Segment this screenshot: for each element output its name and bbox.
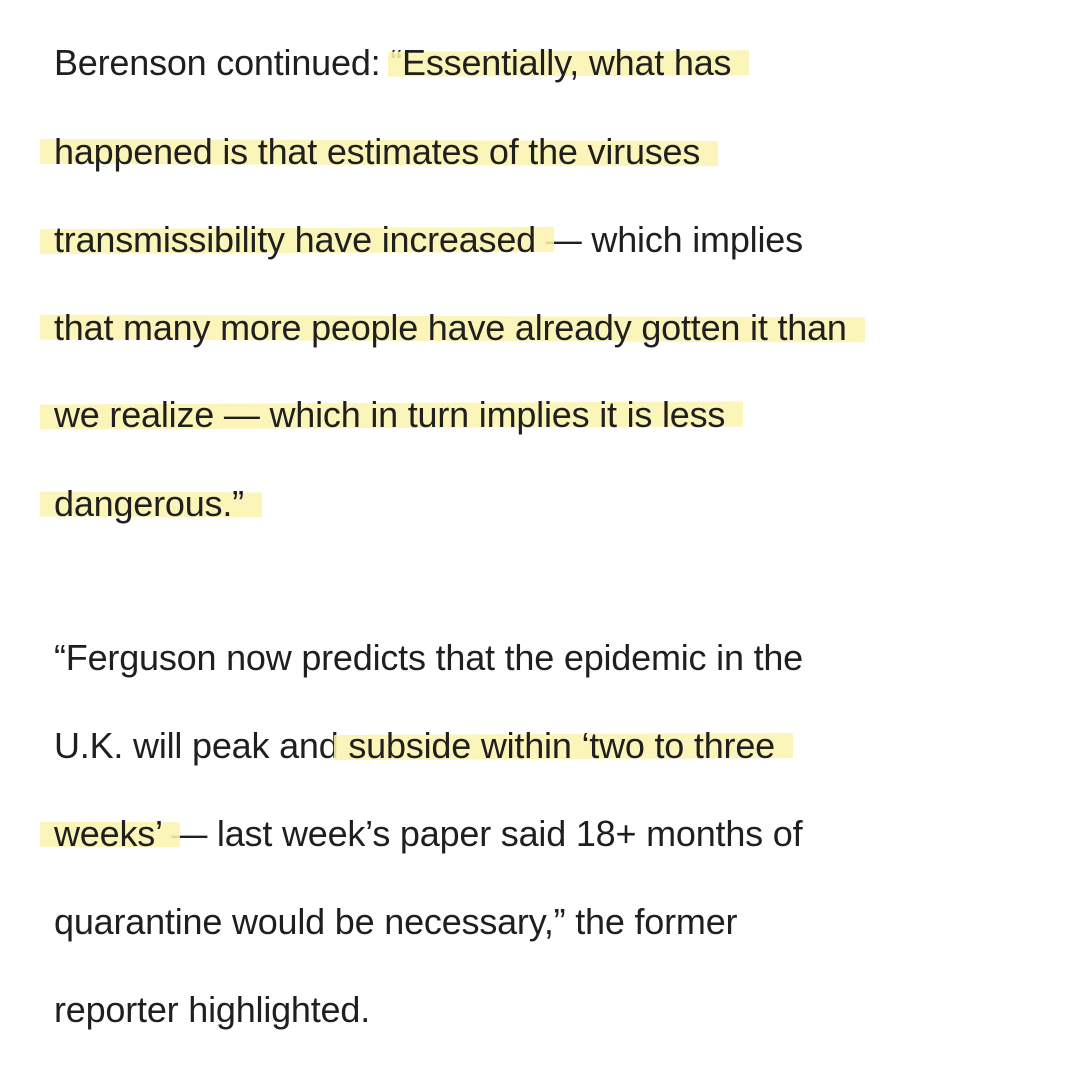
highlighted-text: happened is that estimates of the viruse…: [54, 131, 701, 172]
highlighted-text: weeks’: [54, 813, 162, 854]
paragraph-line: that many more people have already gotte…: [54, 298, 847, 358]
highlighted-text: Essentially, what has: [402, 42, 732, 83]
plain-text: reporter highlighted.: [54, 989, 371, 1030]
highlighted-text: transmissibility have increased: [54, 219, 536, 260]
paragraph-line: we realize — which in turn implies it is…: [54, 385, 725, 445]
highlighted-text: dangerous.”: [54, 483, 244, 524]
plain-text: — last week’s paper said 18+ months of: [161, 813, 803, 854]
plain-text: — which implies: [536, 219, 803, 260]
highlighted-text: subside within ‘two to three: [348, 725, 775, 766]
paragraph-line: weeks’ — last week’s paper said 18+ mont…: [54, 804, 803, 864]
plain-text: Berenson continued: “: [54, 42, 403, 83]
paragraph-line: U.K. will peak and subside within ‘two t…: [54, 716, 775, 776]
highlighted-text: that many more people have already gotte…: [54, 307, 847, 348]
paragraph-line: Berenson continued: “Essentially, what h…: [54, 33, 732, 93]
paragraph-line: “Ferguson now predicts that the epidemic…: [54, 628, 803, 688]
highlighted-text: we realize — which in turn implies it is…: [54, 394, 726, 435]
paragraph-line: happened is that estimates of the viruse…: [54, 122, 700, 182]
paragraph-line: reporter highlighted.: [54, 980, 370, 1040]
paragraph-line: quarantine would be necessary,” the form…: [54, 892, 738, 952]
plain-text: U.K. will peak and: [54, 725, 349, 766]
plain-text: “Ferguson now predicts that the epidemic…: [54, 637, 804, 678]
paragraph-line: dangerous.”: [54, 474, 244, 534]
paragraph-line: transmissibility have increased — which …: [54, 210, 803, 270]
plain-text: quarantine would be necessary,” the form…: [54, 901, 738, 942]
